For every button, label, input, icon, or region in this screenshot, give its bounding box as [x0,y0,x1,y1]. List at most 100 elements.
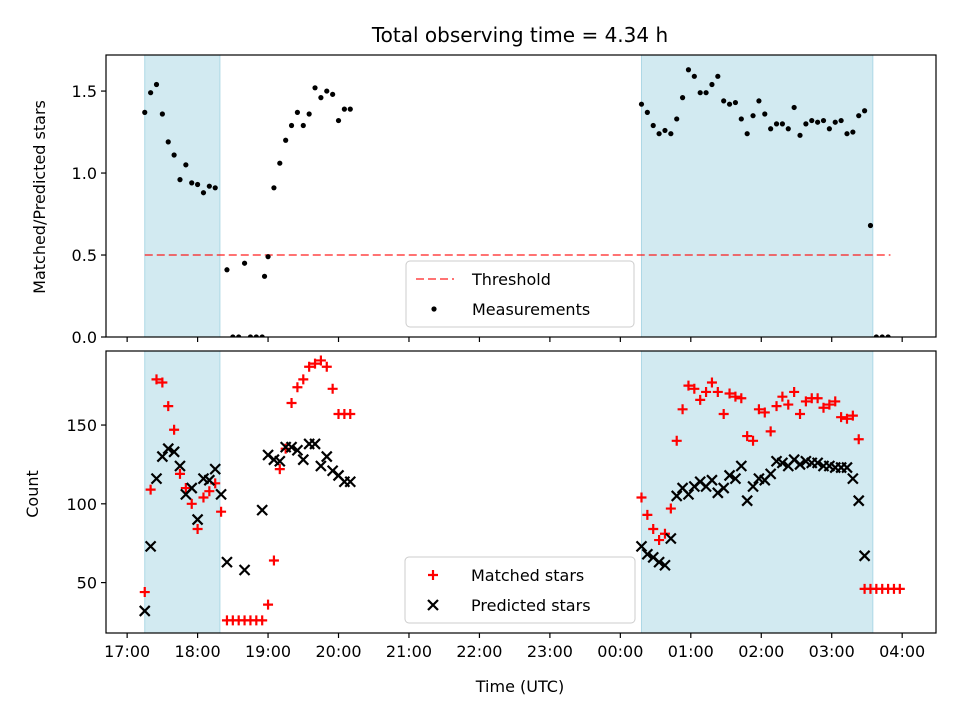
data-point [812,393,823,404]
data-point [310,358,321,369]
y-tick-label: 1.0 [72,164,97,183]
data-point [185,482,198,494]
data-point [324,88,330,94]
data-point [862,108,868,114]
data-point [330,91,336,97]
x-tick-label: 01:00 [668,642,714,661]
data-point [735,460,748,472]
data-point [274,455,286,468]
data-point [668,131,674,137]
data-point [789,386,800,397]
bottom-y-axis-label: Count [23,470,42,518]
data-point [811,457,824,469]
data-point [171,152,177,158]
y-tick-label: 50 [77,574,97,593]
data-point [216,506,227,517]
data-point [850,129,856,135]
data-point [144,540,157,553]
data-point [174,460,186,472]
data-point [306,111,312,117]
data-point [844,131,850,137]
data-point [194,181,201,188]
data-point [867,222,874,229]
legend-label: Measurements [472,300,590,319]
data-point [636,492,647,503]
data-point [695,394,706,405]
data-point [856,113,862,119]
data-point [186,498,197,509]
data-point [777,391,788,402]
data-point [656,131,662,137]
data-point [204,486,215,497]
data-point [261,273,268,279]
series-matched-stars [139,355,905,626]
data-point [791,104,797,111]
data-point [800,396,811,407]
data-point [712,386,723,397]
data-point [706,377,717,388]
data-point [271,185,277,191]
data-point [747,480,759,493]
data-point [723,469,736,482]
data-point [794,458,806,471]
data-point [209,463,221,475]
data-point [151,374,162,385]
data-point [177,177,183,183]
legend: Matched stars Predicted stars [404,556,636,624]
data-point [327,383,338,394]
data-point [841,413,852,424]
legend-entry: Threshold [416,270,551,289]
data-point [773,121,780,127]
data-point [679,95,686,101]
data-point [674,116,680,122]
data-point [142,109,148,115]
data-point [894,583,905,594]
x-tick-label: 23:00 [527,642,573,661]
data-point [730,391,741,402]
data-point [165,139,171,145]
observing-window-1 [640,54,874,338]
x-tick-label: 22:00 [456,642,502,661]
data-point [736,393,747,404]
data-point [285,441,298,453]
data-point [268,555,279,566]
legend-entry: Matched stars [428,566,584,585]
data-point [721,98,727,104]
data-point [685,67,692,73]
data-point [671,435,682,446]
y-tick-label: 0.0 [72,328,97,347]
data-point [689,383,700,394]
legend-label: Threshold [471,270,551,289]
data-point [253,334,259,337]
x-tick-label: 19:00 [245,642,291,661]
plot-area [142,67,891,337]
series-predicted-stars [138,438,871,617]
data-point [274,464,285,475]
data-point [238,564,251,576]
x-axis-label: Time (UTC) [475,677,564,696]
data-point [318,95,324,101]
data-point [665,503,676,514]
top-y-axis-label: Matched/Predicted stars [30,100,49,294]
data-point [292,382,303,393]
data-point [765,426,776,437]
data-point [709,81,715,88]
data-point [638,101,645,107]
axes-frame [105,54,937,338]
data-point [644,109,650,115]
data-point [783,399,794,410]
data-point [198,492,209,503]
data-point [304,361,315,372]
data-point [836,412,847,423]
data-point [762,111,768,117]
data-point [212,185,218,191]
data-point [180,483,191,494]
data-point [163,401,174,412]
data-point [192,524,203,535]
data-point [797,132,803,138]
data-point [203,474,216,486]
data-point [715,73,721,79]
data-point [729,472,742,485]
